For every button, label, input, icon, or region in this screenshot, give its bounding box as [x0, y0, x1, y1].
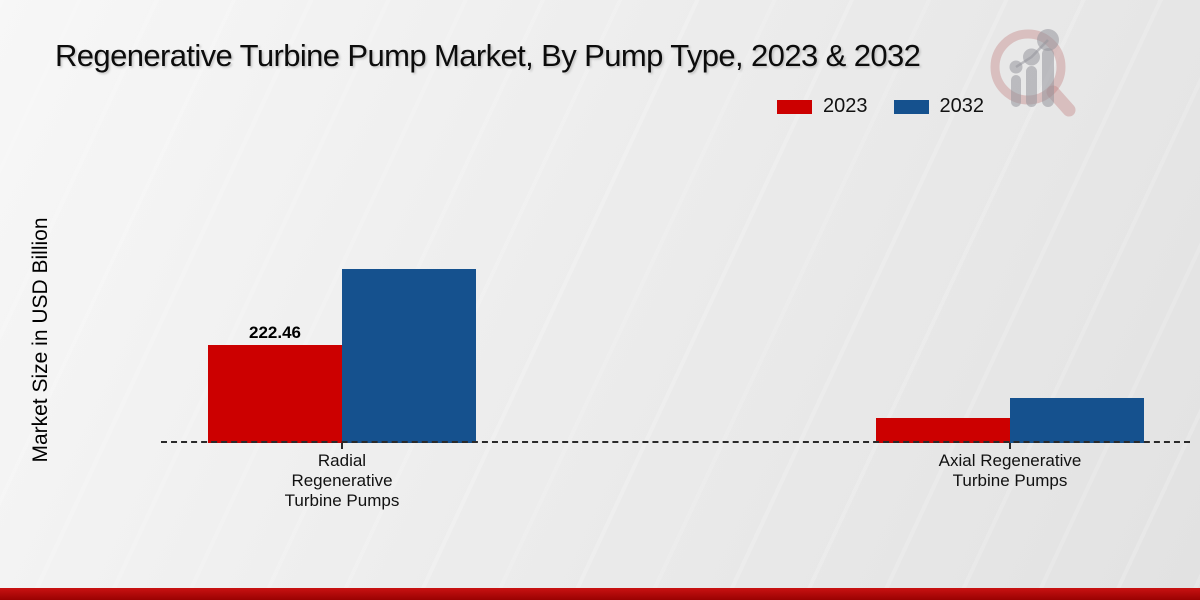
y-axis-label: Market Size in USD Billion	[29, 217, 52, 463]
bar-2023-category-0	[208, 345, 342, 443]
bar-2023-category-1	[876, 418, 1010, 443]
footer-accent-bar	[0, 588, 1200, 600]
legend-swatch-2023-icon	[777, 99, 812, 114]
legend-label-2023: 2023	[823, 95, 868, 117]
bar-2032-category-0	[342, 269, 476, 443]
legend-swatch-2032-icon	[893, 99, 929, 114]
legend-label-2032: 2032	[939, 95, 985, 117]
x-axis-baseline	[161, 441, 1190, 443]
legend-item-2023: 2023	[777, 95, 868, 118]
chart-title: Regenerative Turbine Pump Market, By Pum…	[55, 38, 921, 73]
x-axis-tick	[1009, 443, 1011, 449]
category-label-0: Radial Regenerative Turbine Pumps	[284, 451, 400, 510]
bar-value-label: 222.46	[249, 323, 301, 342]
category-label-1: Axial Regenerative Turbine Pumps	[938, 451, 1082, 490]
legend: 2023 2032	[777, 95, 984, 118]
market-research-future-logo	[990, 29, 1076, 117]
bar-2032-category-1	[1010, 398, 1144, 443]
legend-item-2032: 2032	[893, 95, 985, 118]
x-axis-tick	[341, 443, 343, 449]
